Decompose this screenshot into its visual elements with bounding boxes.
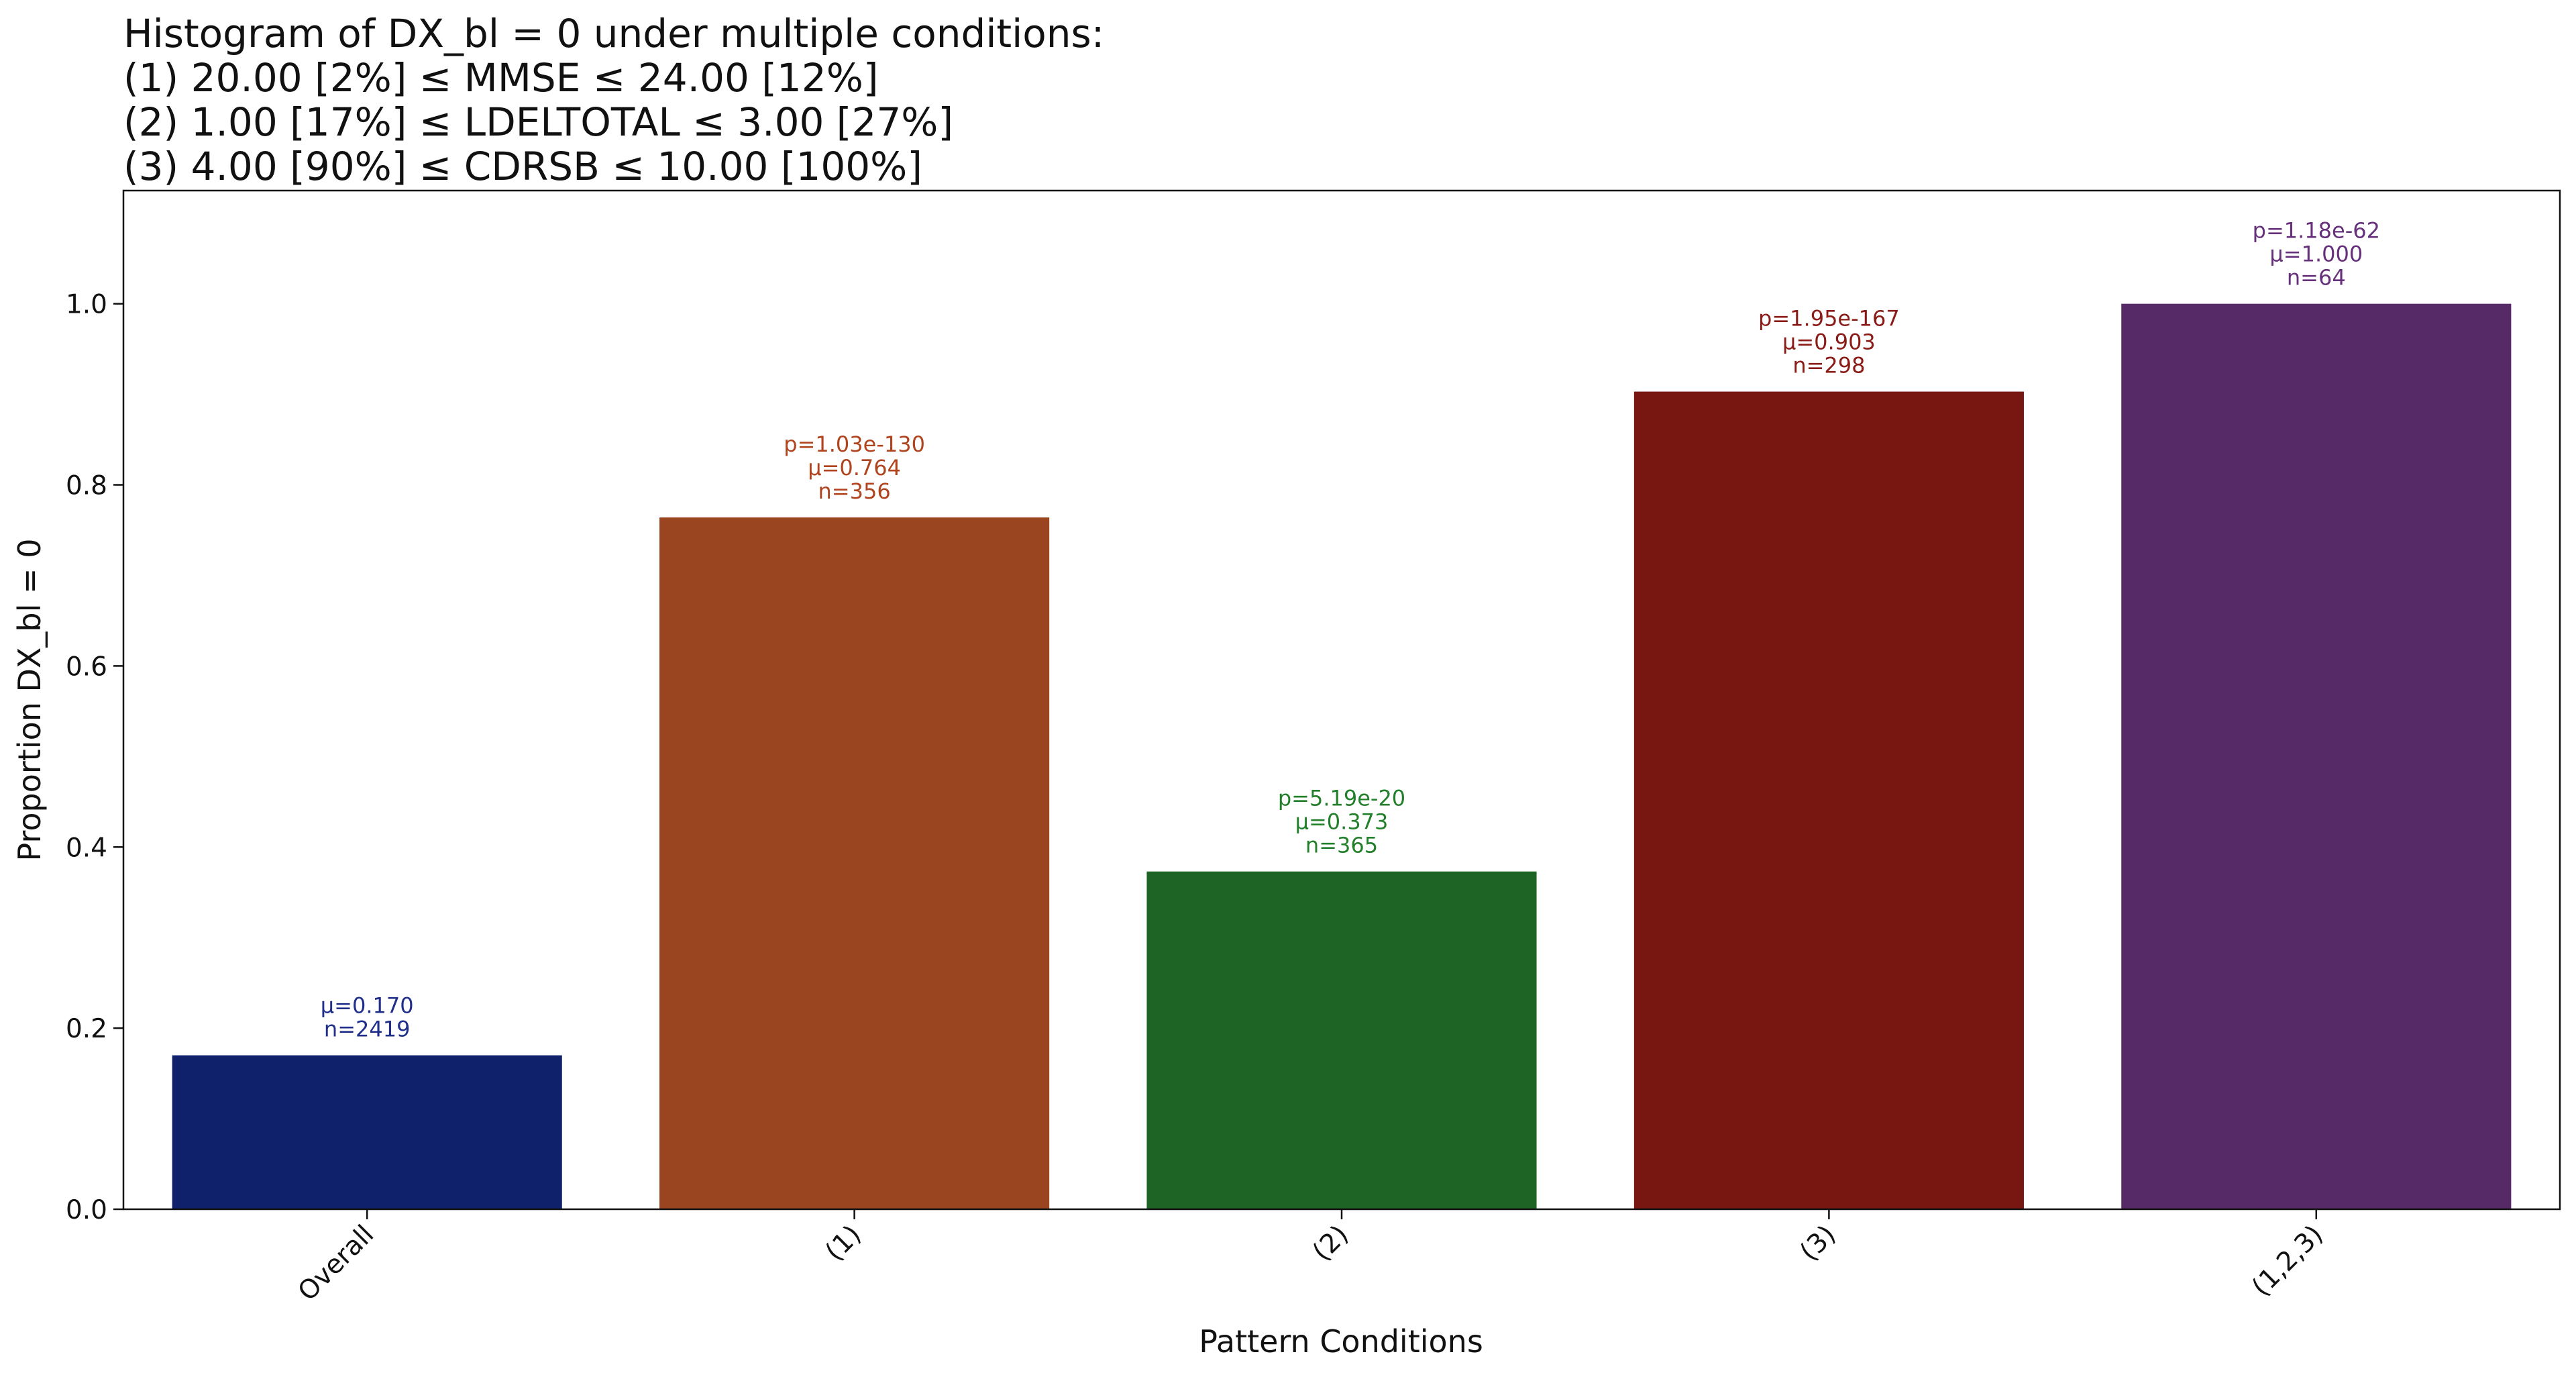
- value-label: μ=1.000: [2269, 242, 2363, 267]
- y-axis-label: Proportion DX_bl = 0: [11, 539, 48, 862]
- value-label: μ=0.764: [808, 455, 901, 480]
- y-tick-label: 0.4: [66, 833, 107, 863]
- y-tick-label: 1.0: [66, 290, 107, 320]
- x-tick-label: (1): [820, 1219, 867, 1267]
- y-tick-label: 0.2: [66, 1014, 107, 1044]
- bar: [1633, 391, 2024, 1209]
- n-label: n=2419: [324, 1017, 411, 1042]
- title-line: (2) 1.00 [17%] ≤ LDELTOTAL ≤ 3.00 [27%]: [123, 99, 953, 145]
- p-label: p=5.19e-20: [1278, 786, 1405, 811]
- p-label: p=1.95e-167: [1758, 306, 1900, 332]
- x-axis-label: Pattern Conditions: [1199, 1323, 1483, 1360]
- title-line: Histogram of DX_bl = 0 under multiple co…: [123, 11, 1104, 56]
- n-label: n=298: [1792, 353, 1865, 378]
- bar: [1146, 871, 1537, 1209]
- x-tick-label: (1,2,3): [2246, 1219, 2329, 1303]
- x-tick-label: (3): [1794, 1219, 1842, 1267]
- value-label: μ=0.903: [1782, 329, 1876, 355]
- title-line: (3) 4.00 [90%] ≤ CDRSB ≤ 10.00 [100%]: [123, 144, 922, 189]
- n-label: n=365: [1305, 833, 1378, 858]
- chart-title: Histogram of DX_bl = 0 under multiple co…: [123, 11, 1104, 189]
- value-label: μ=0.373: [1295, 809, 1389, 835]
- p-label: p=1.03e-130: [784, 431, 925, 457]
- y-tick-label: 0.8: [66, 471, 107, 501]
- n-label: n=356: [818, 478, 891, 504]
- bar: [2121, 303, 2512, 1210]
- bar: [659, 517, 1050, 1209]
- y-tick-label: 0.6: [66, 652, 107, 682]
- value-label: μ=0.170: [321, 993, 414, 1019]
- n-label: n=64: [2287, 265, 2346, 291]
- p-label: p=1.18e-62: [2253, 218, 2380, 244]
- title-line: (1) 20.00 [2%] ≤ MMSE ≤ 24.00 [12%]: [123, 55, 878, 101]
- x-tick-label: Overall: [292, 1219, 380, 1307]
- bar: [172, 1055, 562, 1209]
- plot-frame: [122, 189, 2561, 1211]
- x-tick-label: (2): [1307, 1219, 1354, 1267]
- y-tick-label: 0.0: [66, 1195, 107, 1225]
